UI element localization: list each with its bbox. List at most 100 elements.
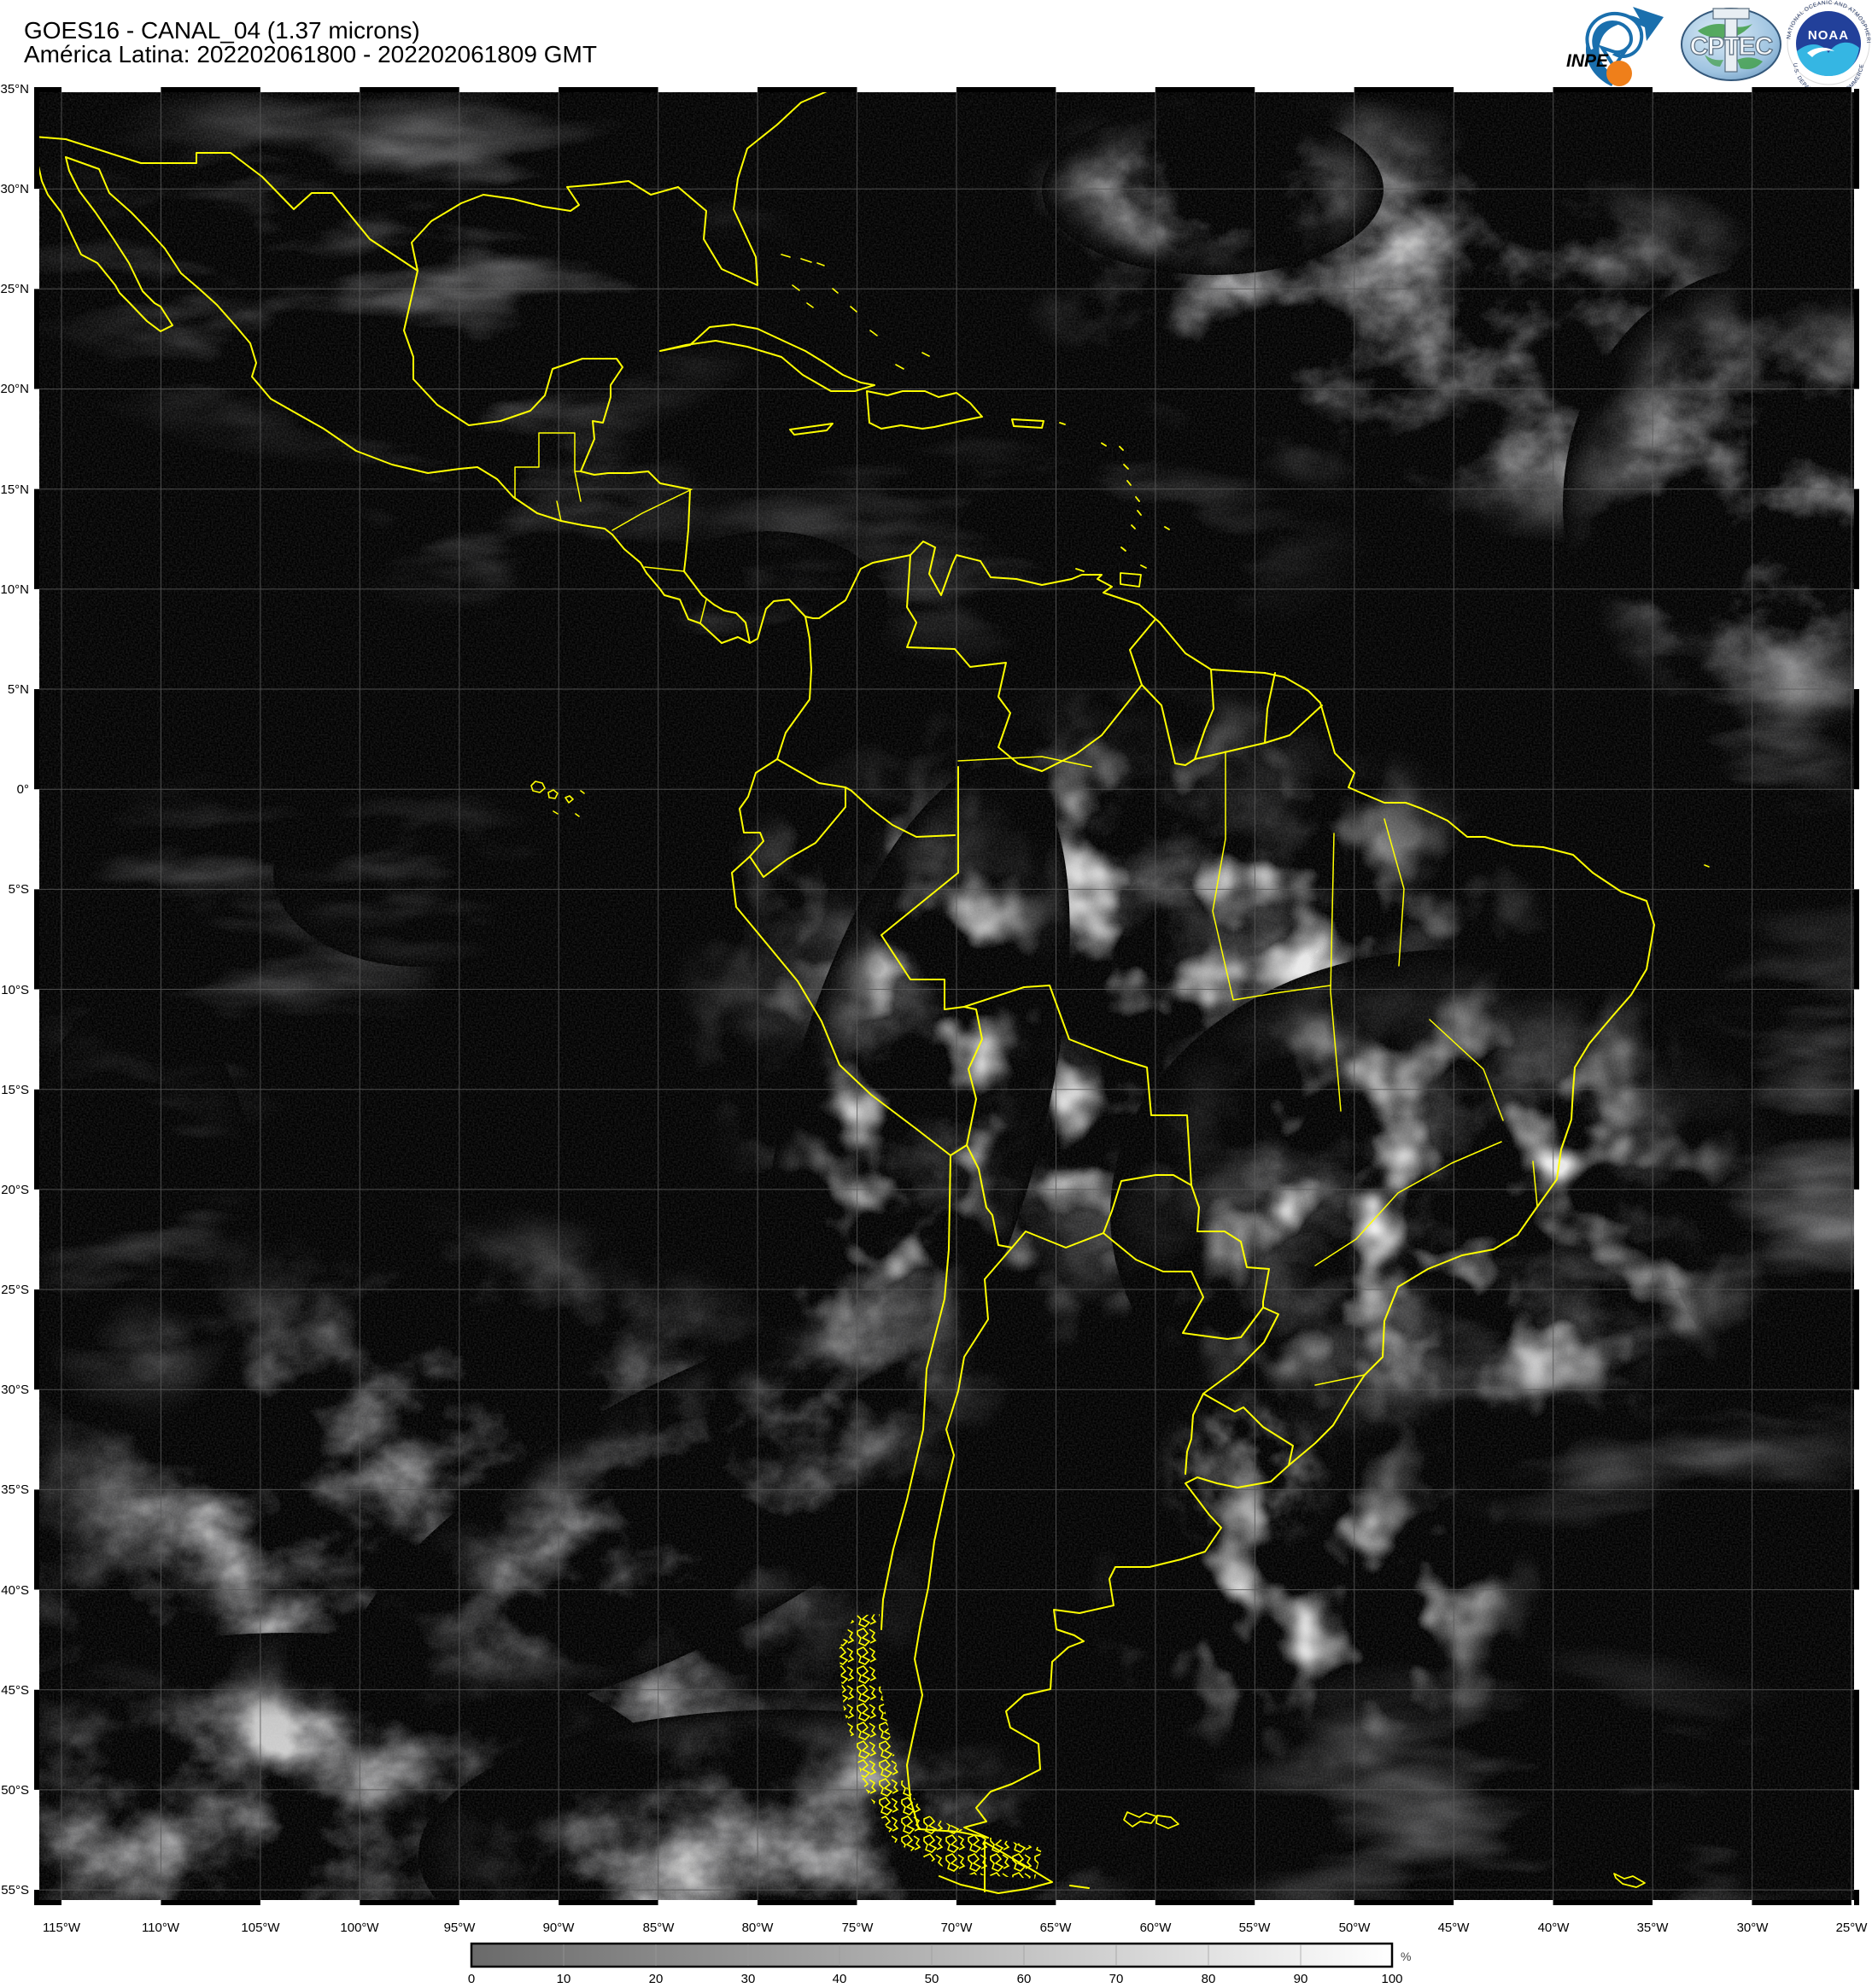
page-subtitle: América Latina: 202202061800 - 202202061…	[24, 41, 597, 67]
colombia-peru-brazil-borders	[851, 766, 1200, 1208]
colorbar-tick-label: 70	[1109, 1972, 1124, 1986]
colorbar-tick-label: 0	[468, 1972, 475, 1986]
lat-tick-label: 25°S	[1, 1283, 29, 1297]
satellite-map	[34, 87, 1859, 1905]
colorbar-tick-label: 10	[557, 1972, 571, 1986]
lat-tick-label: 15°N	[0, 482, 29, 497]
lon-tick-label: 90°W	[543, 1921, 576, 1935]
ecuador-borders	[749, 758, 852, 878]
lat-tick-label: 10°S	[1, 983, 29, 997]
header: GOES16 - CANAL_04 (1.37 microns) América…	[24, 17, 597, 67]
lon-tick-label: 45°W	[1438, 1921, 1471, 1935]
lat-tick-label: 0°	[17, 782, 29, 797]
lat-tick-label: 10°N	[0, 582, 29, 597]
mexico-pacific-central-america-coast	[65, 156, 814, 644]
argentina-chile-andes-border	[906, 1144, 1013, 1839]
longitude-axis: 115°W 110°W 105°W 100°W 95°W 90°W 85°W 8…	[43, 1921, 1868, 1935]
argentina-bolivia-brazil-borders	[1011, 1231, 1279, 1395]
cloud-layer	[34, 87, 1859, 1905]
lat-tick-label: 30°S	[1, 1383, 29, 1397]
colorbar-tick-label: 80	[1202, 1972, 1216, 1986]
lon-tick-label: 105°W	[241, 1921, 280, 1935]
lon-tick-label: 35°W	[1637, 1921, 1670, 1935]
lat-tick-label: 25°N	[0, 282, 29, 296]
lat-tick-label: 30°N	[0, 182, 29, 196]
coastline-borders	[34, 87, 1710, 1894]
puerto-rico-outline	[1011, 418, 1044, 429]
lon-tick-label: 100°W	[340, 1921, 379, 1935]
jamaica-outline	[789, 423, 834, 436]
lat-tick-label: 50°S	[1, 1783, 29, 1798]
lon-tick-label: 50°W	[1339, 1921, 1372, 1935]
cuba-outline	[659, 324, 875, 392]
colorbar-unit-label: %	[1401, 1950, 1411, 1963]
south-georgia-outline	[1613, 1873, 1646, 1888]
inpe-logo-icon: INPE	[1566, 7, 1664, 86]
lat-tick-label: 20°S	[1, 1183, 29, 1197]
colorbar: % 0 10 20 30 40 50 60 70 80 90 100	[468, 1942, 1411, 1986]
lat-tick-label: 45°S	[1, 1683, 29, 1698]
noaa-gull-icon	[1807, 47, 1834, 57]
lon-tick-label: 75°W	[842, 1921, 875, 1935]
lon-tick-label: 70°W	[941, 1921, 974, 1935]
paraguay-borders	[1103, 1174, 1270, 1340]
colorbar-inner-ticks	[563, 1944, 1302, 1966]
colorbar-tick-label: 100	[1381, 1972, 1402, 1986]
noaa-logo-label: NOAA	[1808, 28, 1849, 43]
hispaniola-outline	[866, 390, 983, 430]
page-title: GOES16 - CANAL_04 (1.37 microns)	[24, 17, 420, 44]
inpe-swoosh-arrow	[1585, 7, 1664, 86]
brazil-state-borders	[957, 751, 1538, 1386]
fernando-noronha-dot	[1704, 864, 1710, 868]
venezuela-colombia-brazil-borders	[906, 554, 1143, 772]
lon-tick-label: 80°W	[742, 1921, 775, 1935]
lon-tick-label: 65°W	[1040, 1921, 1073, 1935]
latitude-axis: 35°N 30°N 25°N 20°N 15°N 10°N 5°N 0° 5°S…	[0, 82, 29, 1897]
lat-tick-label: 5°N	[8, 682, 29, 697]
inpe-orange-dot	[1606, 61, 1632, 86]
falkland-islands-outline	[1123, 1811, 1179, 1829]
colorbar-tick-label: 50	[925, 1972, 939, 1986]
cptec-logo-icon: CPTEC	[1681, 8, 1781, 81]
lon-tick-label: 25°W	[1836, 1921, 1869, 1935]
lat-tick-label: 5°S	[9, 882, 29, 897]
chilean-fjords-texture	[839, 1614, 1042, 1879]
colorbar-tick-label: 40	[833, 1972, 847, 1986]
galapagos-islands	[530, 781, 585, 817]
lon-tick-label: 30°W	[1737, 1921, 1770, 1935]
map-frame	[34, 87, 1859, 1905]
colorbar-tick-label: 90	[1294, 1972, 1308, 1986]
lat-tick-label: 15°S	[1, 1083, 29, 1097]
colorbar-tick-label: 20	[649, 1972, 664, 1986]
bahamas-islands	[781, 254, 930, 370]
lat-tick-label: 55°S	[1, 1883, 29, 1897]
lon-tick-label: 40°W	[1538, 1921, 1571, 1935]
lon-tick-label: 60°W	[1140, 1921, 1173, 1935]
lat-tick-label: 40°S	[1, 1583, 29, 1598]
central-america-borders	[514, 432, 707, 624]
lesser-antilles-islands	[1059, 422, 1170, 588]
lon-tick-label: 110°W	[142, 1921, 180, 1935]
colorbar-tick-label: 60	[1017, 1972, 1032, 1986]
south-america-pacific-coast	[731, 616, 951, 1630]
colorbar-tick-label: 30	[741, 1972, 756, 1986]
baja-california-coast	[34, 144, 173, 332]
peru-bolivia-border	[963, 1006, 983, 1146]
uruguay-borders	[1185, 1393, 1294, 1475]
inpe-orbit-loop	[1585, 11, 1644, 70]
lon-tick-label: 115°W	[43, 1921, 81, 1935]
lat-tick-label: 35°N	[0, 82, 29, 96]
lon-tick-label: 55°W	[1239, 1921, 1272, 1935]
south-america-atlantic-coast	[812, 541, 1655, 1839]
inpe-logo-label: INPE	[1566, 51, 1609, 71]
gulf-mexico-yucatan-caribbean-coast	[403, 270, 751, 644]
lon-tick-label: 95°W	[444, 1921, 477, 1935]
lon-tick-label: 85°W	[643, 1921, 676, 1935]
lat-tick-label: 20°N	[0, 382, 29, 396]
lat-tick-label: 35°S	[1, 1482, 29, 1497]
us-mexico-border-gulf-coast	[34, 87, 838, 286]
cptec-logo-label: CPTEC	[1690, 32, 1773, 61]
guianas-borders	[1129, 618, 1323, 766]
